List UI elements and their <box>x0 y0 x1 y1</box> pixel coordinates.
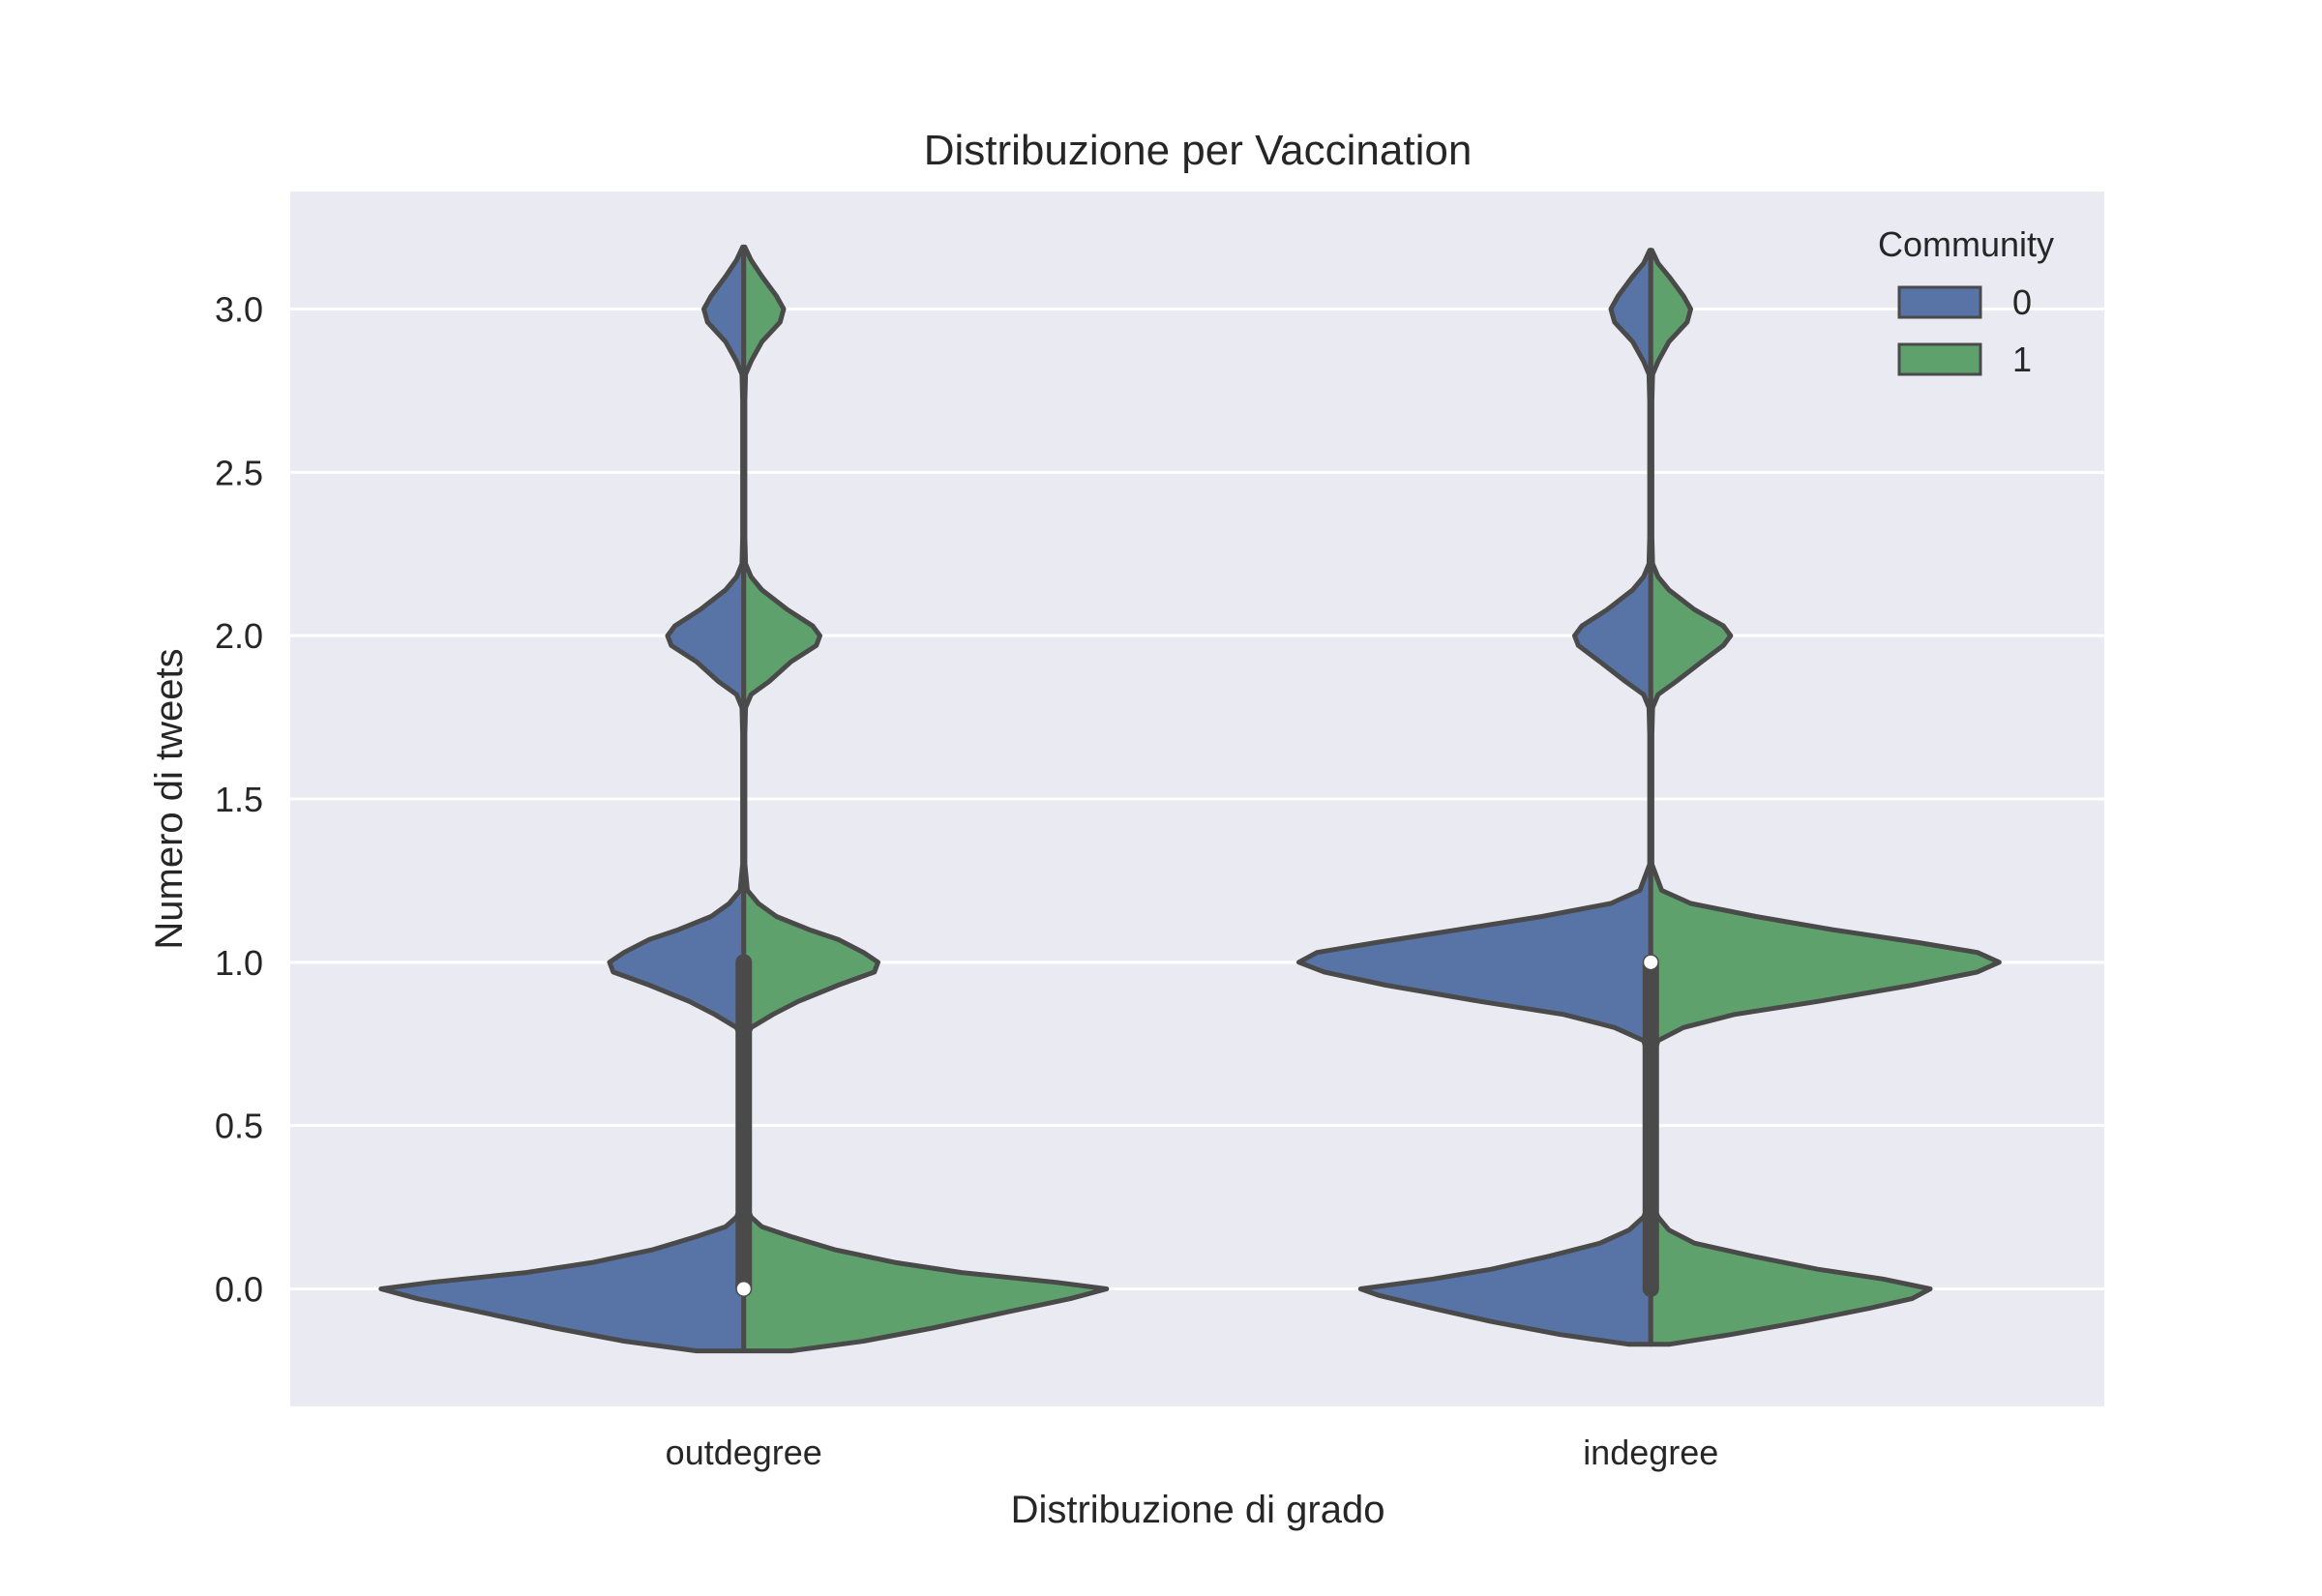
violin-half-community-1 <box>1648 248 2002 1347</box>
x-tick-label: indegree <box>1583 1433 1718 1472</box>
y-tick-label: 2.0 <box>215 616 263 656</box>
y-tick-labels: 0.0 0.5 1.0 1.5 2.0 2.5 3.0 <box>215 290 263 1310</box>
chart-title: Distribuzione per Vaccination <box>924 127 1473 174</box>
violin-half-community-0 <box>378 244 747 1354</box>
violins <box>378 244 2002 1354</box>
violin-half-community-1 <box>741 244 1110 1354</box>
y-tick-label: 3.0 <box>215 290 263 330</box>
violin-half-community-0 <box>1296 248 1653 1347</box>
y-tick-label: 0.5 <box>215 1107 263 1146</box>
median-point <box>736 1282 751 1296</box>
legend-swatch-0 <box>1897 285 1982 319</box>
legend: Community 0 1 <box>1878 224 2054 379</box>
legend-title: Community <box>1878 224 2054 264</box>
x-tick-label: outdegree <box>666 1433 822 1472</box>
y-axis-label: Numero di tweets <box>148 648 191 949</box>
y-tick-label: 2.5 <box>215 453 263 492</box>
y-tick-label: 0.0 <box>215 1269 263 1309</box>
legend-label-0: 0 <box>2012 282 2032 322</box>
y-tick-label: 1.5 <box>215 780 263 819</box>
median-point <box>1644 955 1658 969</box>
legend-label-1: 1 <box>2012 340 2032 379</box>
legend-swatch-1 <box>1897 342 1982 376</box>
x-tick-labels: outdegree indegree <box>666 1433 1719 1472</box>
y-tick-label: 1.0 <box>215 943 263 983</box>
x-axis-label: Distribuzione di grado <box>1011 1489 1385 1531</box>
